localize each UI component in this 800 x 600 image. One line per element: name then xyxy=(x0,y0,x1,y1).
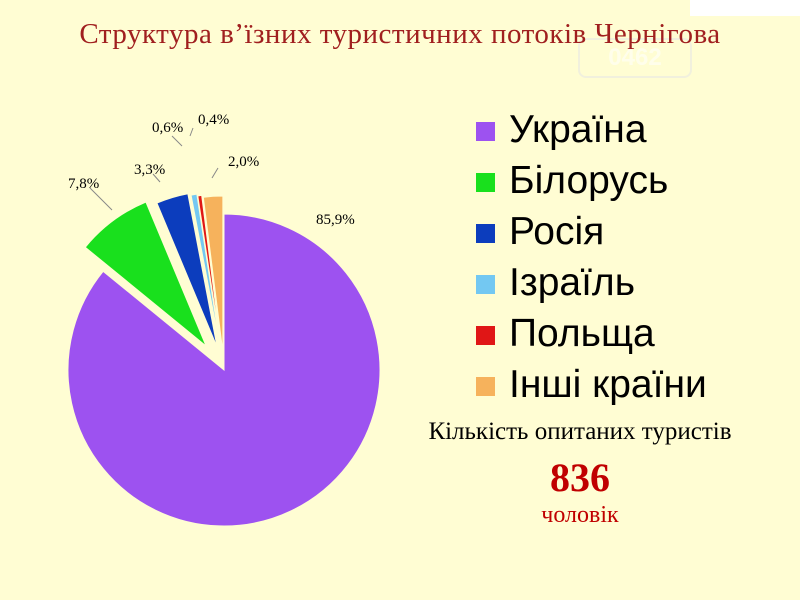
legend-label-ukraine: Україна xyxy=(509,108,647,151)
leader-line-poland xyxy=(189,127,194,137)
pie-slice-ukraine xyxy=(67,213,381,527)
data-label-poland: 0,4% xyxy=(198,112,229,128)
legend-swatch-ukraine xyxy=(476,122,495,141)
legend-label-belarus: Білорусь xyxy=(509,159,669,202)
data-label-belarus: 7,8% xyxy=(68,176,99,192)
pie-slice-russia xyxy=(156,193,218,348)
survey-unit: чоловік xyxy=(541,502,619,528)
pie-slice-other xyxy=(202,195,224,353)
leader-line-israel xyxy=(171,135,183,147)
chart-title: Структура в’їзних туристичних потоків Че… xyxy=(79,18,721,50)
legend-swatch-poland xyxy=(476,326,495,345)
legend-label-russia: Росія xyxy=(509,210,605,253)
pie-slice-belarus xyxy=(84,201,207,347)
top-bar xyxy=(690,0,800,16)
data-label-russia: 3,3% xyxy=(134,162,165,178)
legend-swatch-belarus xyxy=(476,173,495,192)
survey-count: 836 xyxy=(550,455,610,500)
legend-label-other: Інші країни xyxy=(509,363,707,406)
pie-slice-poland xyxy=(197,194,222,351)
data-label-other: 2,0% xyxy=(228,154,259,170)
legend-swatch-israel xyxy=(476,275,495,294)
legend-swatch-other xyxy=(476,377,495,396)
leader-line-russia xyxy=(152,173,161,183)
survey-title: Кількість опитаних туристів xyxy=(428,418,732,445)
data-label-ukraine: 85,9% xyxy=(316,212,355,228)
watermark-logo: 0462 xyxy=(578,38,692,78)
survey-block: Кількість опитаних туристів 836 чоловік xyxy=(380,418,780,529)
legend-label-israel: Ізраїль xyxy=(509,261,636,304)
data-label-israel: 0,6% xyxy=(152,120,183,136)
leader-line-other xyxy=(211,167,219,179)
legend-label-poland: Польща xyxy=(509,312,655,355)
pie-slice-israel xyxy=(190,193,221,349)
legend-swatch-russia xyxy=(476,224,495,243)
leader-line-belarus xyxy=(89,187,113,211)
